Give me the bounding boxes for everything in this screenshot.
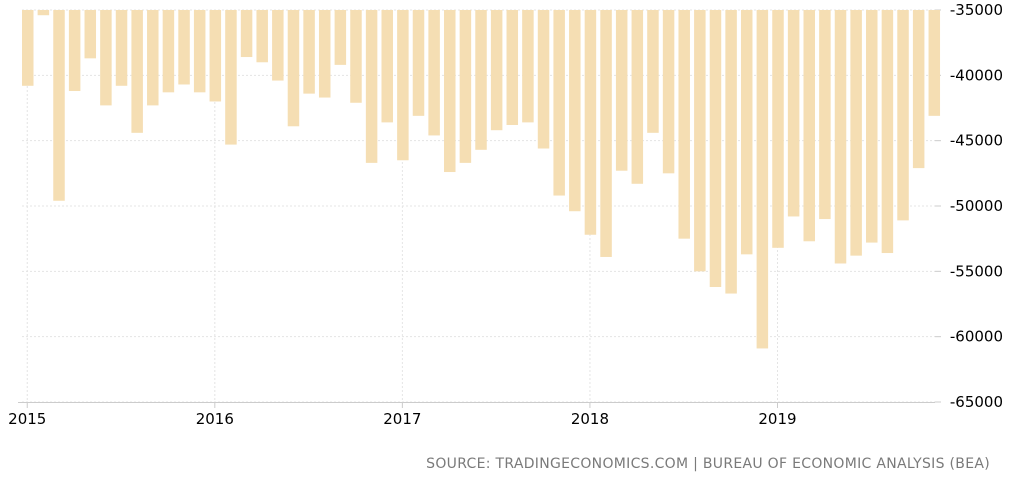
bar <box>225 10 237 145</box>
bar <box>522 10 534 123</box>
bar <box>397 10 409 161</box>
bar <box>569 10 581 212</box>
bar <box>22 10 34 86</box>
x-tick-label: 2017 <box>383 410 421 428</box>
bar <box>287 10 300 127</box>
bar <box>819 10 831 220</box>
bar <box>412 10 425 116</box>
bar <box>318 10 331 98</box>
bar <box>100 10 112 106</box>
bar <box>147 10 159 106</box>
bar <box>600 10 612 257</box>
bar <box>475 10 487 150</box>
y-tick-label: -40000 <box>950 66 1003 84</box>
bar <box>178 10 190 85</box>
y-tick-label: -35000 <box>950 1 1003 19</box>
y-tick-label: -60000 <box>950 328 1003 346</box>
bar <box>193 10 206 93</box>
x-tick-label: 2016 <box>196 410 234 428</box>
bar <box>303 10 315 94</box>
bar <box>772 10 784 248</box>
bar <box>381 10 393 123</box>
bar <box>834 10 847 264</box>
x-tick-label: 2019 <box>758 410 796 428</box>
bar <box>615 10 628 171</box>
bar <box>584 10 597 235</box>
bar <box>553 10 565 196</box>
y-tick-label: -55000 <box>950 262 1003 280</box>
bar <box>928 10 941 116</box>
bar <box>162 10 175 93</box>
x-tick-label: 2015 <box>8 410 46 428</box>
bar <box>506 10 519 125</box>
bar <box>647 10 659 133</box>
bar <box>725 10 737 294</box>
bars <box>22 10 941 349</box>
bar <box>37 10 50 16</box>
x-tick-label: 2018 <box>571 410 609 428</box>
bar <box>866 10 878 243</box>
bar <box>897 10 909 221</box>
y-tick-label: -50000 <box>950 197 1003 215</box>
bar <box>115 10 128 86</box>
y-tick-label: -65000 <box>950 393 1003 411</box>
source-note: SOURCE: TRADINGECONOMICS.COM | BUREAU OF… <box>426 456 990 472</box>
bar <box>53 10 65 201</box>
bar <box>84 10 97 59</box>
bar <box>490 10 503 131</box>
axes: -35000 -40000 -45000 -50000 -55000 -60000 -650… <box>8 1 1003 428</box>
bar <box>678 10 690 239</box>
bar <box>459 10 472 163</box>
bar <box>662 10 675 174</box>
bar <box>850 10 862 256</box>
bar <box>209 10 222 102</box>
bar <box>365 10 378 163</box>
bar <box>68 10 81 92</box>
bar <box>912 10 925 169</box>
bar <box>350 10 362 103</box>
bar <box>428 10 440 136</box>
bar <box>756 10 769 349</box>
bar <box>787 10 800 217</box>
bar <box>334 10 347 65</box>
bar <box>537 10 550 149</box>
y-tick-label: -45000 <box>950 132 1003 150</box>
bar <box>256 10 268 63</box>
bar <box>631 10 644 184</box>
bar <box>881 10 894 254</box>
bar <box>240 10 253 58</box>
bar <box>740 10 753 255</box>
bar <box>694 10 706 272</box>
bar <box>709 10 722 288</box>
bar <box>131 10 143 133</box>
bar <box>272 10 284 81</box>
bar <box>803 10 815 242</box>
bar <box>444 10 456 173</box>
